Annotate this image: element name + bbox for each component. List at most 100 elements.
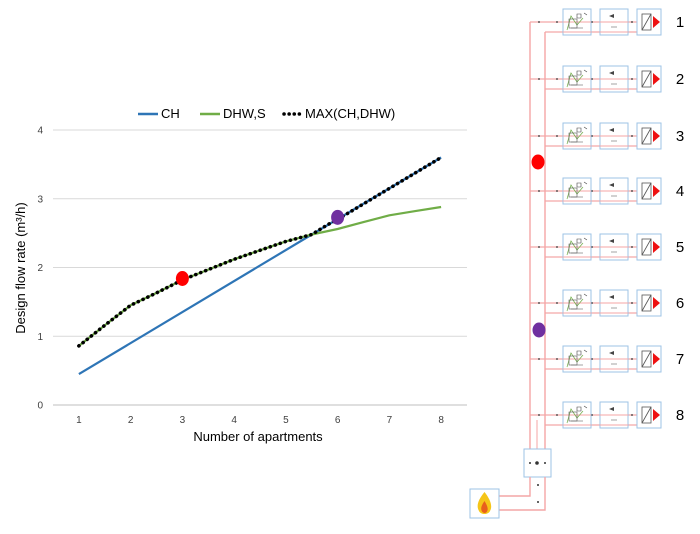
apartment-row: 2 [530, 65, 684, 93]
pipe-dot [631, 246, 633, 248]
pipe-dot [538, 21, 540, 23]
radiator-icon-diagonal [641, 406, 652, 424]
x-tick-label: 1 [76, 415, 82, 426]
pipe-dot [591, 302, 593, 304]
apartment-row: 3 [530, 122, 684, 150]
valve-symbol [609, 295, 614, 299]
radiator-icon [641, 238, 652, 256]
grid-lines [53, 129, 467, 406]
pipe-dot [538, 414, 540, 416]
pipe-dot [537, 484, 539, 486]
series-line-max-ch-dhw [77, 155, 443, 348]
pipe-dot [631, 302, 633, 304]
valve-symbol [576, 293, 588, 300]
heat-output-arrow-icon [653, 353, 660, 365]
legend-label-max: MAX(CH,DHW) [305, 106, 395, 121]
valve-symbol [576, 69, 588, 76]
radiator-icon-diagonal [641, 238, 652, 256]
valve-symbol [609, 239, 614, 243]
x-tick-label: 7 [387, 415, 393, 426]
pipe-dot [556, 414, 558, 416]
valve-symbol [576, 126, 588, 133]
supply-pipe-to-boiler [499, 477, 531, 497]
apartment-label: 3 [676, 128, 684, 145]
pipe-dot [591, 246, 593, 248]
x-tick-label: 8 [438, 415, 444, 426]
pipe-dot [538, 78, 540, 80]
pipe-dot [591, 190, 593, 192]
radiator-icon-diagonal [641, 182, 652, 200]
x-tick-label: 5 [283, 415, 289, 426]
pipe-dot [591, 414, 593, 416]
x-tick-label: 2 [128, 415, 134, 426]
y-tick-label: 4 [37, 126, 43, 137]
apartment-row: 1 [530, 8, 684, 36]
x-tick-label: 6 [335, 415, 341, 426]
pipe-dot [556, 302, 558, 304]
apartment-rows: 1 2 3 4 5 6 7 8 [530, 8, 684, 429]
radiator-icon [641, 13, 652, 31]
y-axis-ticks: 0 1 2 3 4 [37, 126, 43, 412]
radiator-icon-diagonal [641, 70, 652, 88]
y-tick-label: 3 [37, 194, 43, 205]
pipe-dot [538, 358, 540, 360]
heat-output-arrow-icon [653, 297, 660, 309]
pipe-dot [631, 21, 633, 23]
pipe-dot [631, 190, 633, 192]
legend-label-dhw: DHW,S [223, 106, 266, 121]
pipe-dot [538, 190, 540, 192]
chart-markers [175, 209, 345, 286]
x-tick-label: 3 [180, 415, 186, 426]
pipe-dot [538, 246, 540, 248]
radiator-icon [641, 350, 652, 368]
valve-symbol [576, 181, 588, 188]
series-lines [77, 155, 443, 376]
heat-output-arrow-icon [653, 185, 660, 197]
radiator-icon-diagonal [641, 294, 652, 312]
boiler-flame-icon [469, 488, 500, 519]
pipe-dot [631, 358, 633, 360]
pipe-dot [631, 78, 633, 80]
valve-symbol [576, 237, 588, 244]
pipe-dot [591, 358, 593, 360]
diagram-purple-marker [532, 322, 546, 338]
pipe-dot [538, 302, 540, 304]
valve-symbol [609, 14, 614, 18]
pipe-dot [556, 78, 558, 80]
legend-label-ch: CH [161, 106, 180, 121]
pipe-dot [538, 135, 540, 137]
apartment-label: 7 [676, 351, 684, 368]
apartment-label: 2 [676, 71, 684, 88]
apartment-label: 1 [676, 14, 684, 31]
radiator-icon-diagonal [641, 350, 652, 368]
y-axis-title: Design flow rate (m³/h) [13, 202, 28, 333]
apartment-row: 4 [530, 177, 684, 205]
pipe-dot [556, 21, 558, 23]
valve-symbol [576, 12, 588, 19]
radiator-icon [641, 406, 652, 424]
diagram-markers [531, 154, 546, 338]
pipe-dot [591, 21, 593, 23]
apartment-label: 4 [676, 183, 684, 200]
pipe-dot [631, 135, 633, 137]
legend: CH DHW,S MAX(CH,DHW) [138, 106, 395, 121]
radiator-icon [641, 294, 652, 312]
heat-output-arrow-icon [653, 73, 660, 85]
x-tick-label: 4 [231, 415, 237, 426]
apartment-label: 8 [676, 407, 684, 424]
y-tick-label: 2 [37, 263, 43, 274]
pipe-dot [631, 414, 633, 416]
radiator-icon [641, 70, 652, 88]
return-pipe-to-boiler [499, 477, 546, 511]
apartment-label: 5 [676, 239, 684, 256]
radiator-module [636, 177, 662, 205]
pipe-dot [537, 501, 539, 503]
valve-symbol [609, 407, 614, 411]
radiator-icon [641, 182, 652, 200]
apartment-row: 8 [530, 401, 684, 429]
central-unit-dot [544, 462, 546, 464]
pipe-dot [556, 246, 558, 248]
heat-output-arrow-icon [653, 409, 660, 421]
y-tick-label: 0 [37, 401, 43, 412]
pipe-dot [591, 135, 593, 137]
